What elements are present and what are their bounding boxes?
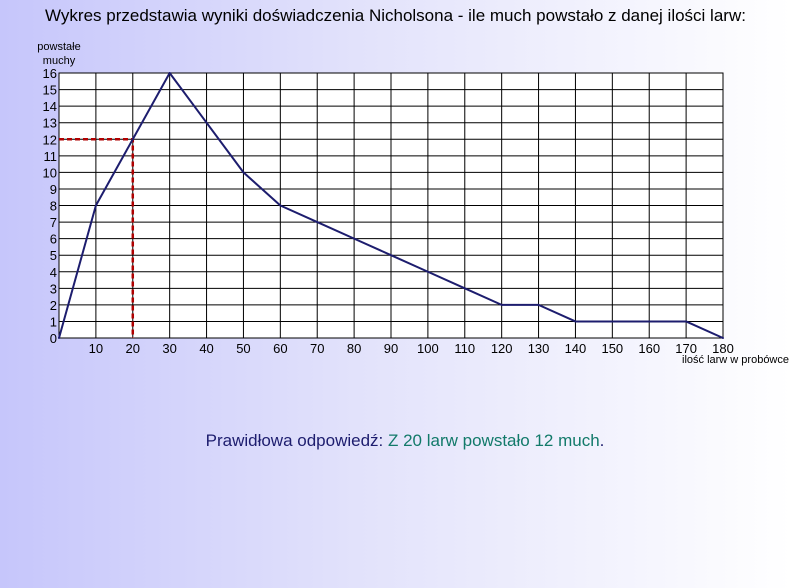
data-point <box>390 254 392 257</box>
data-point <box>94 204 97 207</box>
x-axis-label: ilość larw w probówce <box>682 354 789 366</box>
y-tick-label: 5 <box>50 248 57 263</box>
data-point <box>58 337 60 339</box>
y-tick-label: 2 <box>50 298 57 313</box>
data-point <box>537 303 540 306</box>
data-point <box>611 320 614 323</box>
y-tick-label: 13 <box>43 116 57 131</box>
data-point <box>722 337 724 339</box>
x-tick-label: 20 <box>126 341 140 356</box>
data-point <box>685 320 688 323</box>
y-tick-label: 8 <box>50 199 57 214</box>
x-tick-label: 40 <box>199 341 213 356</box>
data-series <box>58 72 724 339</box>
y-tick-label: 6 <box>50 232 57 247</box>
data-point <box>353 237 356 240</box>
data-point <box>168 72 171 74</box>
y-axis-label: powstałe <box>37 41 80 53</box>
y-tick-label: 4 <box>50 265 57 280</box>
x-tick-label: 100 <box>417 341 439 356</box>
x-tick-label: 130 <box>528 341 550 356</box>
data-point <box>426 270 429 273</box>
data-point <box>131 138 134 141</box>
answer-period: . <box>599 431 605 450</box>
y-tick-label: 16 <box>43 66 57 81</box>
x-tick-label: 110 <box>454 341 475 356</box>
y-tick-label: 0 <box>50 331 57 346</box>
data-point <box>316 221 319 224</box>
x-tick-label: 140 <box>565 341 587 356</box>
data-point <box>279 204 282 207</box>
y-tick-label: 14 <box>43 99 57 114</box>
x-tick-label: 90 <box>384 341 398 356</box>
data-point <box>500 303 503 306</box>
x-tick-label: 80 <box>347 341 361 356</box>
x-tick-label: 180 <box>712 341 734 356</box>
answer-text: Prawidłowa odpowiedź: Z 20 larw powstało… <box>0 431 791 451</box>
x-tick-label: 150 <box>601 341 623 356</box>
x-tick-label: 170 <box>675 341 697 356</box>
data-point <box>574 320 577 323</box>
y-tick-label: 15 <box>43 83 57 98</box>
answer-value: Z 20 larw powstało 12 much <box>388 431 600 450</box>
x-tick-label: 60 <box>273 341 287 356</box>
data-point <box>648 320 651 323</box>
x-tick-label: 30 <box>162 341 176 356</box>
y-tick-label: 9 <box>50 182 57 197</box>
y-tick-label: 11 <box>44 149 58 164</box>
x-tick-label: 160 <box>638 341 660 356</box>
x-tick-label: 120 <box>491 341 513 356</box>
y-tick-label: 3 <box>50 281 57 296</box>
chart-grid <box>58 72 724 339</box>
page-title: Wykres przedstawia wyniki doświadczenia … <box>45 6 746 25</box>
data-point <box>463 287 466 290</box>
y-tick-label: 1 <box>50 314 57 329</box>
y-tick-label: 10 <box>43 165 57 180</box>
y-axis-label: muchy <box>43 55 76 67</box>
answer-lead: Prawidłowa odpowiedź: <box>205 431 384 450</box>
x-tick-label: 10 <box>89 341 103 356</box>
x-tick-label: 70 <box>310 341 324 356</box>
data-point <box>205 121 208 124</box>
x-tick-labels: 10 20 30 40 50 60 70 80 90 100 110 120 130 140 150 160 1… <box>89 341 734 356</box>
data-point <box>242 171 245 174</box>
y-tick-label: 12 <box>43 132 57 147</box>
x-tick-label: 50 <box>236 341 250 356</box>
y-tick-label: 7 <box>50 215 57 230</box>
axis-labels: powstałe muchy ilość larw w probówce <box>37 41 789 366</box>
